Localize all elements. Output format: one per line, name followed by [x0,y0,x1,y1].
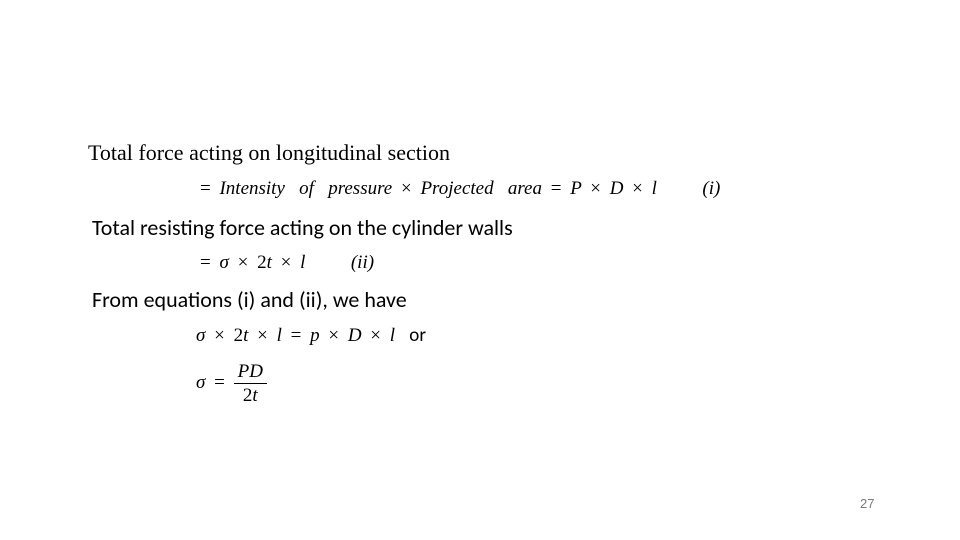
eq3-times-2: × [253,325,272,346]
text-line-1: Total force acting on longitudinal secti… [88,140,450,166]
equation-1: = Intensity of pressure × Projected area… [196,178,720,200]
eq4-fraction: PD 2t [234,362,267,405]
equation-3: σ × 2t × l = p × D × l or [196,324,426,347]
eq1-word-area: area [508,178,542,199]
eq1-word-intensity: Intensity [219,178,284,199]
equation-4: σ = PD 2t [196,362,267,405]
page-number: 27 [860,496,874,511]
eq2-t: t [267,252,272,273]
eq3-or: or [409,324,426,347]
eq3-equals: = [287,325,306,346]
eq3-l2: l [390,325,395,346]
eq1-label: (i) [702,178,720,199]
page-number-value: 27 [860,496,874,511]
eq4-sigma: σ [196,372,205,393]
eq1-word-of: of [299,178,314,199]
text-line-2-content: Total resisting force acting on the cyli… [92,214,513,241]
eq2-times-1: × [234,252,253,273]
eq1-times-2: × [586,178,605,199]
eq1-word-pressure: pressure [328,178,392,199]
eq1-word-projected: Projected [420,178,493,199]
text-line-3: From equations (i) and (ii), we have [92,286,407,313]
eq3-t: t [243,325,248,346]
eq3-two: 2 [234,325,244,346]
eq4-equals: = [210,372,229,393]
eq4-den-two: 2 [243,385,253,406]
eq1-l: l [652,178,657,199]
text-line-3-content: From equations (i) and (ii), we have [92,286,407,313]
equation-2: = σ × 2t × l (ii) [196,252,374,274]
eq2-l: l [300,252,305,273]
eq4-den-t: t [252,385,257,406]
eq4-P: P [238,361,250,382]
eq1-D: D [610,178,624,199]
eq4-D: D [249,361,263,382]
eq3-p: p [310,325,320,346]
eq3-sigma: σ [196,325,205,346]
eq2-label: (ii) [351,252,374,273]
eq1-equals-2: = [547,178,566,199]
eq2-times-2: × [277,252,296,273]
eq3-times-3: × [324,325,343,346]
eq4-frac-denominator: 2t [234,384,267,405]
eq3-D: D [348,325,362,346]
eq2-two: 2 [257,252,267,273]
eq1-times-1: × [397,178,416,199]
eq3-l1: l [277,325,282,346]
eq3-times-4: × [366,325,385,346]
eq4-frac-numerator: PD [234,362,267,384]
eq2-equals: = [196,252,215,273]
eq1-times-3: × [628,178,647,199]
eq1-equals-1: = [196,178,215,199]
text-line-2: Total resisting force acting on the cyli… [92,214,513,241]
eq3-times-1: × [210,325,229,346]
eq2-sigma: σ [219,252,228,273]
eq1-P: P [570,178,581,199]
text-line-1-content: Total force acting on longitudinal secti… [88,140,450,165]
